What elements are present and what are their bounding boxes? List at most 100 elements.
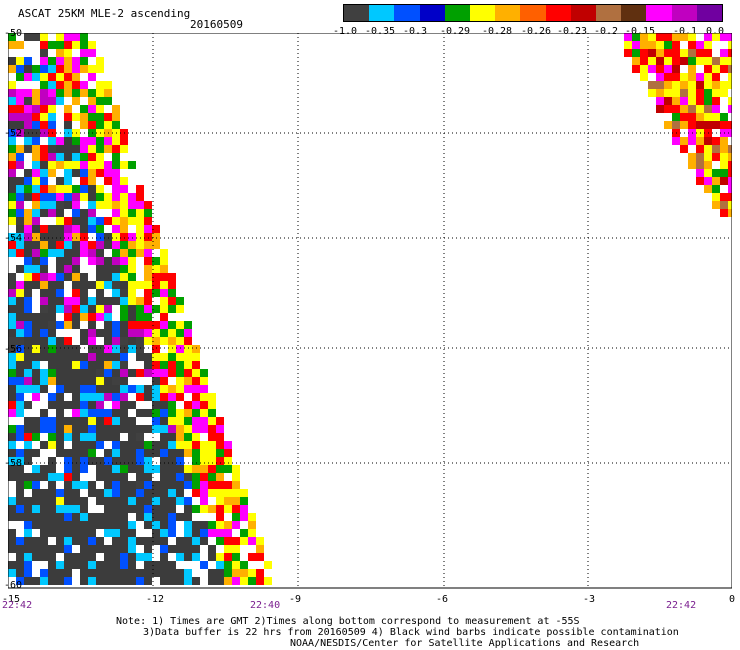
swath-cell [32, 313, 40, 321]
swath-cell [88, 577, 96, 585]
swath-cell [48, 529, 56, 537]
swath-cell [80, 313, 88, 321]
swath-cell [152, 505, 160, 513]
swath-cell [136, 577, 144, 585]
swath-cell [176, 465, 184, 473]
swath-cell [56, 201, 64, 209]
swath-cell [32, 441, 40, 449]
swath-cell [96, 313, 104, 321]
swath-cell [80, 513, 88, 521]
swath-cell [256, 569, 264, 577]
swath-cell [24, 497, 32, 505]
swath-cell [24, 33, 32, 41]
swath-cell [656, 73, 664, 81]
data-cells [8, 33, 732, 585]
swath-cell [24, 169, 32, 177]
swath-cell [112, 409, 120, 417]
swath-cell [40, 65, 48, 73]
swath-cell [64, 249, 72, 257]
swath-cell [712, 97, 720, 105]
swath-cell [672, 137, 680, 145]
swath-cell [64, 177, 72, 185]
swath-cell [224, 465, 232, 473]
swath-cell [176, 377, 184, 385]
swath-cell [240, 545, 248, 553]
swath-cell [48, 257, 56, 265]
swath-cell [176, 457, 184, 465]
swath-cell [120, 137, 128, 145]
swath-cell [224, 497, 232, 505]
swath-cell [712, 161, 720, 169]
swath-cell [40, 113, 48, 121]
swath-cell [40, 201, 48, 209]
swath-cell [176, 409, 184, 417]
swath-cell [168, 433, 176, 441]
swath-cell [64, 569, 72, 577]
swath-cell [192, 385, 200, 393]
swath-cell [56, 89, 64, 97]
swath-cell [80, 465, 88, 473]
swath-cell [120, 177, 128, 185]
swath-cell [200, 449, 208, 457]
swath-cell [96, 281, 104, 289]
swath-cell [56, 473, 64, 481]
swath-cell [128, 177, 136, 185]
swath-cell [56, 305, 64, 313]
swath-cell [32, 89, 40, 97]
swath-cell [80, 409, 88, 417]
swath-cell [240, 505, 248, 513]
swath-cell [120, 385, 128, 393]
swath-cell [160, 281, 168, 289]
swath-cell [24, 209, 32, 217]
swath-cell [208, 433, 216, 441]
swath-cell [40, 217, 48, 225]
swath-cell [216, 481, 224, 489]
swath-cell [64, 497, 72, 505]
swath-cell [144, 369, 152, 377]
swath-cell [80, 81, 88, 89]
swath-cell [40, 57, 48, 65]
swath-cell [216, 553, 224, 561]
swath-cell [160, 553, 168, 561]
swath-cell [32, 161, 40, 169]
note-line-3: NOAA/NESDIS/Center for Satellite Applica… [290, 638, 640, 649]
swath-cell [168, 465, 176, 473]
swath-cell [72, 345, 80, 353]
swath-cell [704, 185, 712, 193]
swath-cell [224, 537, 232, 545]
colorbar-swatch-9 [570, 5, 597, 21]
swath-cell [200, 385, 208, 393]
swath-cell [664, 105, 672, 113]
swath-cell [112, 305, 120, 313]
swath-cell [152, 393, 160, 401]
swath-cell [128, 545, 136, 553]
swath-cell [8, 281, 16, 289]
swath-cell [152, 417, 160, 425]
swath-cell [104, 97, 112, 105]
swath-cell [8, 257, 16, 265]
swath-cell [8, 113, 16, 121]
swath-cell [64, 121, 72, 129]
swath-cell [40, 145, 48, 153]
swath-cell [56, 393, 64, 401]
swath-cell [48, 217, 56, 225]
swath-cell [88, 273, 96, 281]
swath-cell [728, 161, 732, 169]
swath-cell [160, 401, 168, 409]
swath-cell [672, 97, 680, 105]
swath-cell [16, 481, 24, 489]
swath-cell [72, 49, 80, 57]
swath-cell [248, 537, 256, 545]
x-tick-label: -9 [289, 594, 302, 605]
swath-cell [640, 57, 648, 65]
swath-cell [16, 121, 24, 129]
swath-cell [128, 353, 136, 361]
swath-cell [144, 401, 152, 409]
swath-cell [96, 393, 104, 401]
swath-cell [656, 81, 664, 89]
swath-cell [72, 337, 80, 345]
swath-cell [136, 457, 144, 465]
swath-cell [64, 297, 72, 305]
swath-cell [96, 305, 104, 313]
swath-cell [48, 321, 56, 329]
